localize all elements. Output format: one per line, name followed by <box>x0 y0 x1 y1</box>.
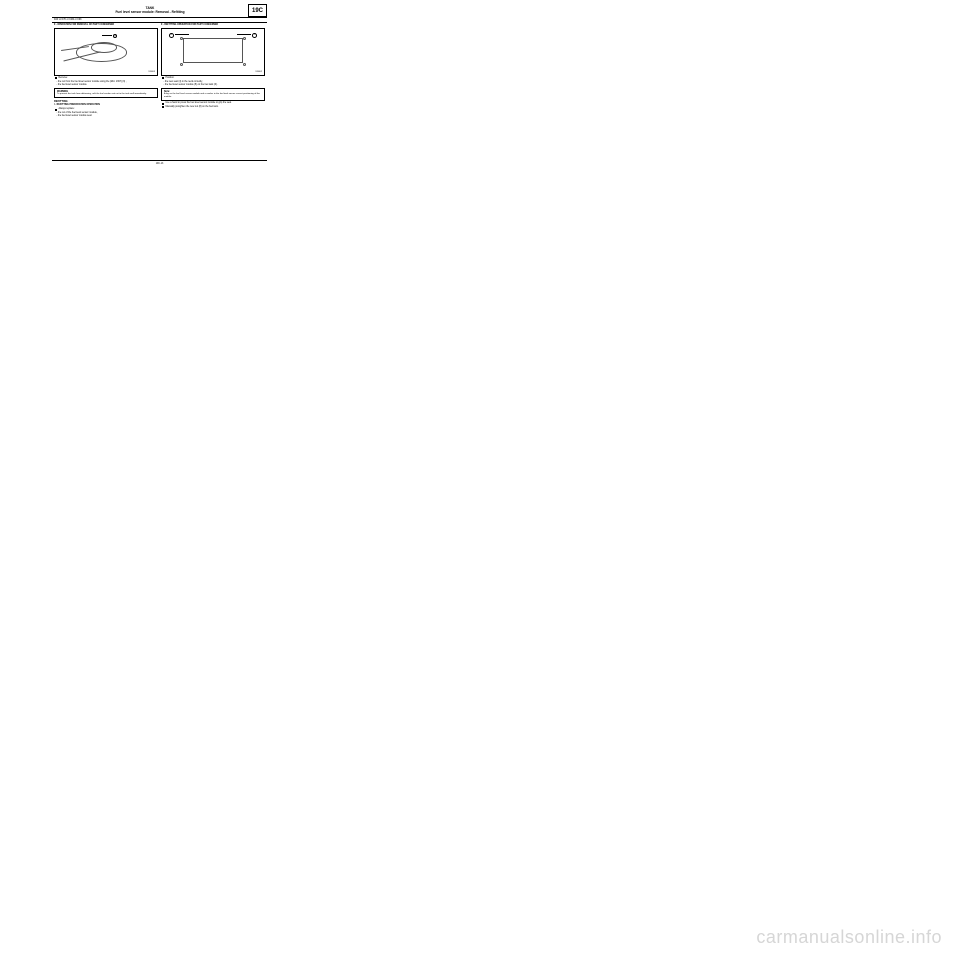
figure-1: 3 126803 <box>54 28 158 76</box>
content-columns: II - OPERATION FOR REMOVAL OF PART CONCE… <box>52 23 267 118</box>
figure-2-drawing: 4 5 <box>166 33 260 71</box>
note-box: Note: A lug on the fuel level sensor mod… <box>161 88 265 101</box>
section-removal-head: II - OPERATION FOR REMOVAL OF PART CONCE… <box>54 24 158 27</box>
position-text: Position: <box>166 77 175 80</box>
page-header: TANK Fuel level sensor module: Removal -… <box>52 4 267 18</box>
replace-text: Always replace: <box>59 108 75 111</box>
figure-2: 4 5 126802 <box>161 28 265 76</box>
manual-page: TANK Fuel level sensor module: Removal -… <box>52 4 267 118</box>
bullet-icon <box>162 77 164 79</box>
header-titles: TANK Fuel level sensor module: Removal -… <box>52 4 248 17</box>
remove-text: Remove: <box>59 77 68 80</box>
remove-item-2: the fuel level sensor module. <box>59 84 158 87</box>
refitting-heading: REFITTING <box>54 100 158 103</box>
position-item-2: the fuel level sensor module (5) on the … <box>166 84 265 87</box>
remove-lead: Remove: <box>55 77 158 80</box>
watermark: carmanualsonline.info <box>756 927 942 948</box>
step-press-text: Use a hand to press the fuel level senso… <box>166 102 232 105</box>
bullet-icon <box>162 106 164 108</box>
note-body: A lug on the fuel level sensor module an… <box>164 93 262 98</box>
position-lead: Position: <box>162 77 265 80</box>
bullet-icon <box>162 103 164 105</box>
callout-5: 5 <box>252 33 257 38</box>
callout-4: 4 <box>169 33 174 38</box>
section-refit-head: II - REFITTING OPERATION FOR PART CONCER… <box>161 24 265 27</box>
section-code: 19C <box>248 4 267 17</box>
step-pretighten: Manually pretighten the new nut (8) on t… <box>162 106 265 109</box>
page-number: 19C-13 <box>52 160 267 165</box>
prep-section-head: I - REFITTING PREPARATION OPERATION <box>54 104 158 107</box>
left-column: II - OPERATION FOR REMOVAL OF PART CONCE… <box>54 24 158 118</box>
step-pretighten-text: Manually pretighten the new nut (8) on t… <box>166 106 219 109</box>
callout-3: 3 <box>113 34 118 39</box>
step-press: Use a hand to press the fuel level senso… <box>162 102 265 105</box>
figure-1-id: 126803 <box>148 71 155 74</box>
header-title: Fuel level sensor module: Removal - Refi… <box>52 11 248 15</box>
remove-item-1: the nut from the fuel level sensor modul… <box>59 81 158 84</box>
warning-box: WARNING To prevent the tank from deformi… <box>54 88 158 98</box>
figure-1-drawing: 3 <box>59 33 153 71</box>
right-column: II - REFITTING OPERATION FOR PART CONCER… <box>161 24 265 118</box>
replace-lead: Always replace: <box>55 108 158 111</box>
replace-item-2: the fuel level sensor module seal. <box>59 115 158 118</box>
bullet-icon <box>55 109 57 111</box>
warning-body: To prevent the tank from deforming, refi… <box>57 93 155 96</box>
position-item-1: the new seal (4) in the neck correctly, <box>166 81 265 84</box>
bullet-icon <box>55 77 57 79</box>
figure-2-id: 126802 <box>255 71 262 74</box>
